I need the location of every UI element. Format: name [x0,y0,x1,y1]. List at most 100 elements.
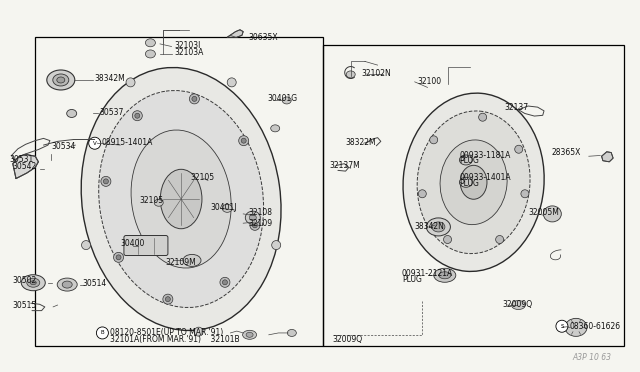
Ellipse shape [543,206,561,222]
Circle shape [556,320,568,332]
Text: 32105: 32105 [140,196,164,205]
Text: 32005M: 32005M [528,208,559,217]
Text: 32100: 32100 [417,77,442,86]
Text: 28365X: 28365X [552,148,581,157]
Text: 32009Q: 32009Q [333,335,363,344]
Circle shape [521,190,529,198]
Circle shape [132,111,142,121]
Ellipse shape [47,70,75,90]
Text: 38342N: 38342N [415,222,445,231]
Ellipse shape [439,272,451,279]
Text: 30534: 30534 [51,142,76,151]
Circle shape [220,277,230,287]
Ellipse shape [227,78,236,87]
Ellipse shape [62,281,72,288]
Text: PLUG: PLUG [460,156,479,165]
Circle shape [250,220,260,230]
Ellipse shape [67,109,77,118]
Ellipse shape [565,318,587,336]
Circle shape [444,235,452,244]
Ellipse shape [160,169,202,229]
Ellipse shape [511,301,525,310]
Text: 30537: 30537 [100,108,124,117]
Circle shape [495,235,504,244]
Ellipse shape [154,199,163,206]
Text: 00931-2121A: 00931-2121A [402,269,453,278]
Text: 30401J: 30401J [210,203,236,212]
Polygon shape [227,30,243,37]
Circle shape [165,296,170,302]
Text: B: B [100,330,104,336]
Ellipse shape [245,211,260,224]
Text: 30514: 30514 [82,279,106,288]
Ellipse shape [460,177,472,187]
Text: 32108: 32108 [248,208,273,217]
Text: A3P 10 63: A3P 10 63 [573,353,612,362]
Text: PLUG: PLUG [402,275,422,283]
Circle shape [192,96,197,102]
Circle shape [89,137,100,149]
Circle shape [97,327,108,339]
Circle shape [515,145,523,153]
FancyBboxPatch shape [124,235,168,256]
Text: 08915-1401A: 08915-1401A [102,138,153,147]
Circle shape [223,280,227,285]
Bar [35,37,323,346]
Ellipse shape [417,111,530,254]
Ellipse shape [287,330,296,336]
Text: PLUG: PLUG [460,179,479,187]
Ellipse shape [194,327,203,336]
Circle shape [104,179,108,184]
Circle shape [101,176,111,186]
Ellipse shape [81,68,281,330]
Text: 32102N: 32102N [362,69,391,78]
Text: 00933-1401A: 00933-1401A [460,173,511,182]
Circle shape [116,255,121,260]
Text: 30502: 30502 [13,276,37,285]
Text: 32103I: 32103I [174,41,200,50]
Ellipse shape [426,218,451,236]
Circle shape [241,138,246,143]
Text: 32137: 32137 [504,103,529,112]
Text: 08120-8501E(UP TO MAR.'91): 08120-8501E(UP TO MAR.'91) [110,328,223,337]
Bar [323,45,624,346]
Circle shape [113,252,124,262]
Ellipse shape [403,93,544,272]
Text: 30542: 30542 [13,162,37,171]
Ellipse shape [126,78,135,87]
Text: 32101A(FROM MAR.'91)    32101B: 32101A(FROM MAR.'91) 32101B [110,335,240,344]
Text: 32103A: 32103A [174,48,204,57]
Text: 00933-1181A: 00933-1181A [460,151,511,160]
Text: 30531: 30531 [10,155,34,164]
Ellipse shape [30,281,36,285]
Text: 30515: 30515 [13,301,37,310]
Ellipse shape [57,278,77,291]
Ellipse shape [52,74,69,86]
Text: S: S [560,324,564,329]
Circle shape [252,223,257,228]
Text: 32105: 32105 [191,173,215,182]
Circle shape [239,136,249,146]
Ellipse shape [21,275,45,291]
Ellipse shape [145,39,156,47]
Polygon shape [13,154,38,179]
Ellipse shape [81,241,90,250]
Text: 38342M: 38342M [95,74,125,83]
Ellipse shape [27,278,40,287]
Text: 38322M: 38322M [346,138,376,147]
Ellipse shape [271,125,280,132]
Ellipse shape [346,71,355,78]
Circle shape [189,94,200,104]
Ellipse shape [272,241,281,250]
Text: 30635X: 30635X [248,33,278,42]
Ellipse shape [460,155,472,165]
Ellipse shape [131,130,231,268]
Ellipse shape [432,222,445,232]
Ellipse shape [250,215,256,221]
Text: 32109: 32109 [248,219,273,228]
Text: 32009Q: 32009Q [502,300,532,309]
Ellipse shape [183,254,201,266]
Text: 30400: 30400 [120,239,145,248]
Circle shape [429,136,438,144]
Ellipse shape [440,140,507,225]
